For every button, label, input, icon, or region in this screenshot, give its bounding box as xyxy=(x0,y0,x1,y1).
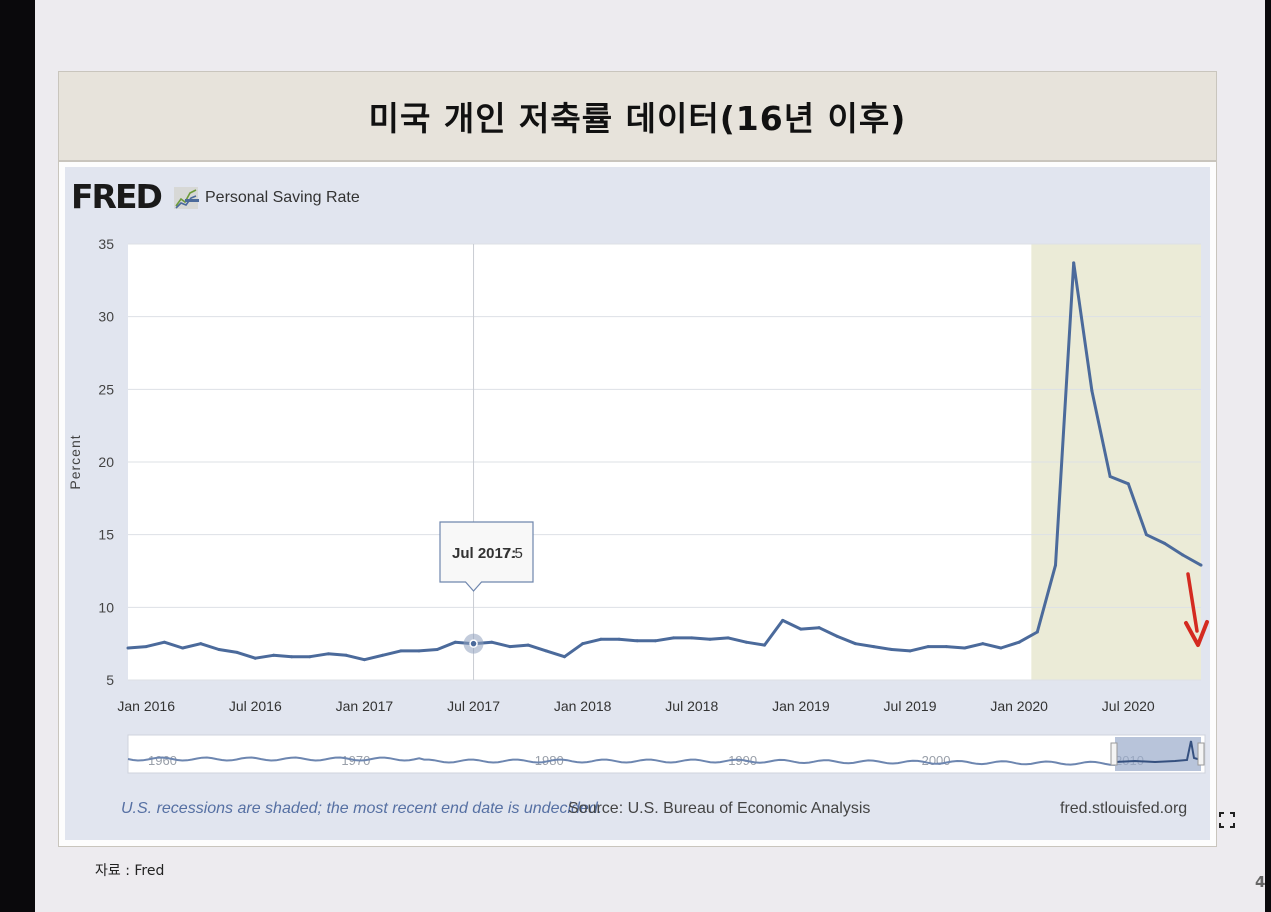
slide-title: 미국 개인 저축률 데이터(16년 이후) xyxy=(368,99,907,138)
page-number: 4 xyxy=(1255,873,1266,891)
chart-frame: FRED Personal Saving Rate xyxy=(58,161,1217,847)
fred-logo-text: FRED xyxy=(71,177,163,216)
fred-chart-panel: FRED Personal Saving Rate xyxy=(65,167,1210,840)
slide-title-box: 미국 개인 저축률 데이터(16년 이후) xyxy=(58,71,1217,161)
fullscreen-icon[interactable] xyxy=(1219,812,1235,828)
fred-logo: FRED xyxy=(71,177,199,216)
recession-note: U.S. recessions are shaded; the most rec… xyxy=(121,800,603,817)
slide: 미국 개인 저축률 데이터(16년 이후) FRED Personal Savi… xyxy=(35,0,1265,912)
legend-label: Personal Saving Rate xyxy=(205,189,360,206)
fred-url-link[interactable]: fred.stlouisfed.org xyxy=(1060,800,1188,817)
source-text: Source: U.S. Bureau of Economic Analysis xyxy=(568,800,871,817)
fred-logo-graph-icon xyxy=(174,187,199,209)
legend-swatch xyxy=(185,199,199,202)
source-note: 자료 : Fred xyxy=(95,863,165,879)
